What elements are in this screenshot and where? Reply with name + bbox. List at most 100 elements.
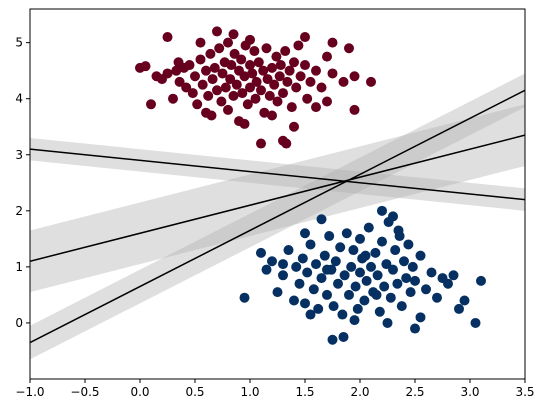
- point-cluster-1: [184, 60, 195, 71]
- point-cluster-2: [377, 205, 387, 216]
- point-cluster-1: [245, 60, 255, 71]
- x-tick-label: 2.5: [405, 385, 424, 399]
- point-cluster-1: [293, 40, 304, 51]
- separating-line-2: [30, 134, 525, 262]
- separating-line-3: [30, 89, 525, 344]
- point-cluster-2: [448, 270, 459, 281]
- point-cluster-1: [289, 121, 299, 132]
- point-cluster-1: [349, 71, 360, 82]
- point-cluster-1: [190, 71, 200, 82]
- y-axis: 0 1 2 3 4 5: [15, 36, 30, 330]
- x-tick-label: 0.0: [130, 385, 149, 399]
- point-cluster-1: [311, 65, 321, 76]
- separating-lines: [30, 89, 525, 344]
- point-cluster-2: [410, 323, 420, 334]
- point-cluster-1: [278, 88, 288, 99]
- point-cluster-2: [350, 281, 361, 292]
- point-cluster-1: [192, 99, 203, 110]
- point-cluster-1: [212, 85, 222, 96]
- point-cluster-1: [259, 107, 270, 118]
- point-cluster-1: [212, 26, 222, 37]
- point-cluster-1: [267, 62, 277, 73]
- point-cluster-1: [225, 74, 236, 85]
- point-cluster-2: [289, 295, 299, 306]
- point-cluster-1: [229, 48, 240, 59]
- point-cluster-2: [344, 289, 354, 300]
- point-cluster-1: [223, 104, 233, 115]
- point-cluster-2: [305, 309, 316, 320]
- point-cluster-2: [267, 256, 277, 267]
- point-cluster-1: [214, 43, 225, 54]
- point-cluster-1: [195, 54, 206, 65]
- point-cluster-1: [295, 71, 306, 82]
- point-cluster-2: [348, 245, 359, 256]
- point-cluster-2: [339, 270, 350, 281]
- point-cluster-1: [251, 76, 262, 87]
- point-cluster-1: [267, 110, 277, 121]
- point-cluster-2: [476, 275, 486, 286]
- point-cluster-2: [346, 261, 357, 272]
- point-cluster-2: [396, 301, 407, 312]
- point-cluster-1: [271, 51, 282, 62]
- y-tick-label: 3: [15, 148, 23, 162]
- point-cluster-1: [349, 104, 360, 115]
- point-cluster-1: [195, 37, 206, 48]
- point-cluster-1: [327, 37, 338, 48]
- x-tick-label: 1.0: [240, 385, 259, 399]
- point-cluster-2: [355, 233, 365, 244]
- point-cluster-2: [370, 247, 381, 258]
- point-cluster-2: [426, 267, 437, 278]
- point-cluster-2: [401, 273, 412, 284]
- scatter-points: [135, 26, 486, 345]
- point-cluster-1: [197, 79, 208, 90]
- point-cluster-2: [300, 298, 310, 309]
- point-cluster-1: [253, 57, 264, 68]
- x-tick-label: −0.5: [70, 385, 99, 399]
- point-cluster-2: [363, 222, 374, 233]
- point-cluster-1: [327, 68, 338, 79]
- point-cluster-1: [245, 34, 255, 45]
- point-cluster-1: [286, 102, 297, 113]
- point-cluster-1: [245, 82, 255, 93]
- point-cluster-2: [454, 303, 464, 314]
- point-cluster-2: [377, 236, 387, 247]
- point-cluster-1: [217, 68, 228, 79]
- point-cluster-2: [316, 273, 327, 284]
- point-cluster-1: [220, 82, 231, 93]
- point-cluster-2: [319, 250, 330, 261]
- point-cluster-1: [311, 102, 321, 113]
- point-cluster-2: [308, 284, 319, 295]
- point-cluster-1: [258, 65, 269, 76]
- point-cluster-2: [393, 225, 404, 236]
- point-cluster-1: [216, 96, 227, 107]
- point-cluster-2: [328, 301, 339, 312]
- point-cluster-2: [403, 239, 414, 250]
- point-cluster-1: [239, 71, 250, 82]
- point-cluster-1: [264, 90, 275, 101]
- point-cluster-1: [316, 82, 327, 93]
- point-cluster-2: [410, 275, 420, 286]
- point-cluster-1: [338, 76, 349, 87]
- point-cluster-2: [311, 259, 321, 270]
- point-cluster-1: [207, 74, 218, 85]
- point-cluster-1: [168, 93, 178, 104]
- point-cluster-2: [337, 309, 348, 320]
- point-cluster-2: [291, 261, 302, 272]
- point-cluster-2: [385, 292, 396, 303]
- point-cluster-1: [302, 93, 313, 104]
- point-cluster-1: [250, 93, 261, 104]
- point-cluster-1: [284, 65, 295, 76]
- y-tick-label: 5: [15, 36, 23, 50]
- point-cluster-1: [291, 82, 302, 93]
- x-tick-label: 1.5: [295, 385, 314, 399]
- point-cluster-2: [316, 214, 327, 225]
- point-cluster-2: [381, 259, 392, 270]
- x-tick-label: 3.0: [460, 385, 479, 399]
- point-cluster-1: [228, 90, 239, 101]
- point-cluster-2: [359, 295, 370, 306]
- point-cluster-1: [274, 71, 285, 82]
- point-cluster-1: [236, 54, 247, 65]
- point-cluster-1: [249, 46, 260, 57]
- point-cluster-1: [201, 107, 211, 118]
